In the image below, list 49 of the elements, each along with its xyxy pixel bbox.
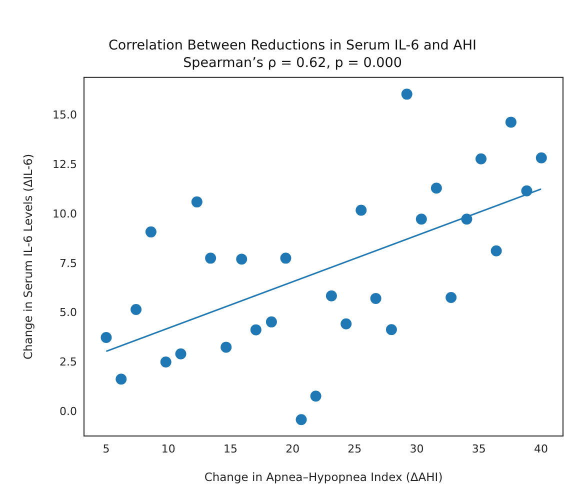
point — [430, 182, 442, 194]
y-tick-label: 10.0 — [52, 207, 77, 220]
point — [356, 204, 367, 216]
y-tick-label: 15.0 — [52, 108, 77, 122]
point — [461, 214, 472, 225]
point — [100, 332, 112, 344]
point — [296, 414, 307, 426]
point — [401, 88, 412, 100]
point — [476, 153, 487, 164]
point — [116, 374, 127, 385]
chart-subtitle: Spearman’s ρ = 0.62, p = 0.000 — [183, 54, 402, 71]
point — [416, 214, 427, 225]
point — [446, 292, 457, 303]
y-tick-label: 12.5 — [52, 158, 77, 172]
point — [386, 324, 397, 336]
point — [145, 226, 156, 238]
x-tick-label: 5 — [102, 442, 110, 456]
point — [340, 318, 352, 330]
chart-title: Correlation Between Reductions in Serum IL-6 and AHI — [108, 38, 477, 54]
y-tick-label: 0.0 — [60, 404, 77, 418]
x-tick-label: 30 — [410, 442, 424, 456]
x-tick-label: 15 — [223, 442, 238, 456]
point — [310, 390, 322, 402]
point — [191, 196, 202, 208]
point — [536, 152, 547, 164]
x-tick-label: 10 — [161, 442, 176, 456]
point — [370, 292, 382, 304]
y-axis-title: Change in Serum IL-6 Levels (ΔIL-6) — [20, 154, 35, 360]
point — [521, 185, 532, 196]
point — [205, 252, 216, 264]
point — [160, 356, 172, 368]
point — [505, 116, 516, 128]
point — [266, 316, 277, 328]
x-tick-label: 40 — [534, 442, 548, 456]
point — [236, 254, 248, 265]
point — [490, 245, 502, 256]
x-tick-label: 35 — [472, 442, 486, 456]
y-tick-label: 2.5 — [60, 355, 77, 368]
point — [175, 348, 186, 360]
point — [280, 252, 292, 264]
point — [250, 324, 262, 336]
x-axis-title: Change in Apnea–Hypopnea Index (ΔAHI) — [204, 470, 443, 484]
point — [130, 304, 142, 315]
point — [326, 290, 337, 302]
x-tick-label: 25 — [348, 442, 362, 456]
y-tick-label: 5.0 — [60, 306, 77, 320]
y-tick-label: 7.5 — [60, 256, 77, 270]
point — [220, 342, 232, 353]
x-tick-label: 20 — [286, 442, 300, 456]
